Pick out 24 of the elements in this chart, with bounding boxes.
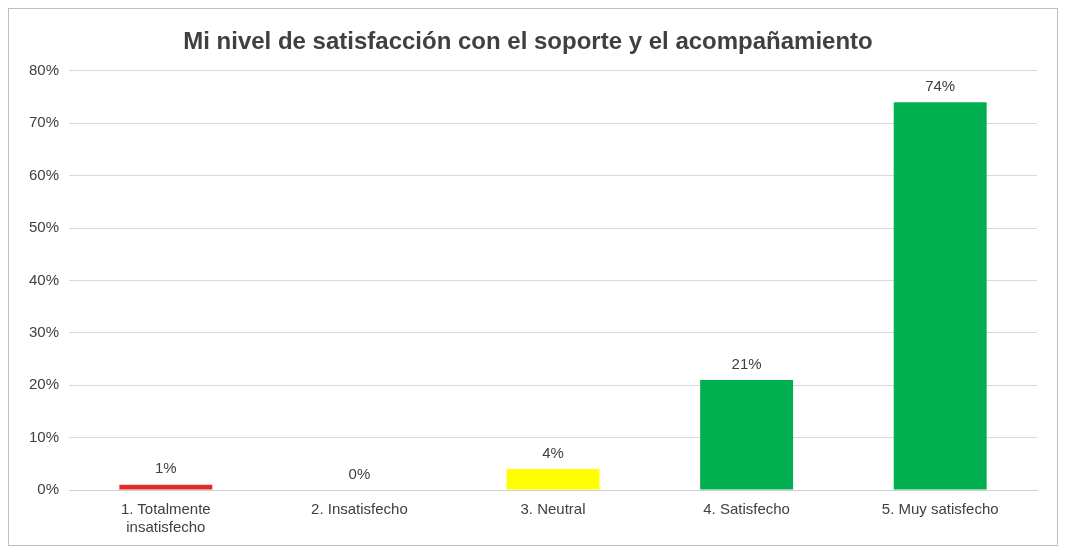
data-label: 1% — [154, 459, 177, 477]
y-tick-label: 60% — [28, 165, 60, 183]
y-tick-label: 50% — [28, 218, 60, 236]
y-tick-label: 10% — [28, 427, 60, 445]
x-tick-label: 2. Insatisfecho — [311, 500, 408, 518]
data-label: 4% — [542, 443, 564, 461]
data-label: 0% — [348, 464, 371, 482]
x-tick-label: 5. Muy satisfecho — [881, 500, 999, 518]
bar — [506, 469, 600, 490]
bar — [893, 102, 987, 490]
data-label: 74% — [925, 76, 956, 94]
chart-title: Mi nivel de satisfacción con el soporte y el acompañamiento — [183, 27, 873, 55]
y-tick-label: 70% — [28, 113, 60, 131]
data-label: 21% — [731, 354, 762, 372]
x-tick-label: 1. Totalmente insatisfecho — [120, 500, 211, 536]
y-tick-label: 40% — [28, 270, 60, 288]
x-tick-label: 3. Neutral — [520, 500, 586, 518]
y-tick-label: 20% — [28, 375, 60, 393]
y-tick-label: 80% — [28, 60, 60, 78]
y-tick-label: 0% — [37, 480, 60, 498]
y-tick-label: 30% — [28, 322, 60, 340]
x-tick-label: 4. Satisfecho — [703, 500, 790, 518]
bar — [119, 484, 213, 490]
bar — [700, 379, 794, 490]
